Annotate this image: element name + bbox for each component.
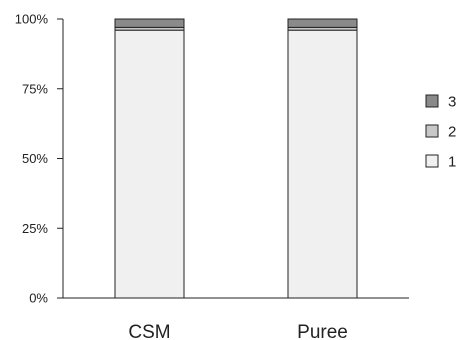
legend-swatch-1: [425, 154, 439, 168]
legend-label-2: 2: [448, 124, 456, 141]
bar-segment-csm-series-3: [114, 18, 185, 28]
y-tick-label: 0%: [29, 291, 48, 306]
legend-swatch-3: [425, 94, 439, 108]
y-tick-label: 25%: [22, 221, 48, 236]
x-category-label: CSM: [128, 322, 170, 340]
legend: 3 2 1: [425, 94, 456, 171]
y-tick-label: 50%: [22, 151, 48, 166]
legend-label-3: 3: [448, 94, 456, 111]
x-category-label: Puree: [297, 322, 348, 340]
bar-segment-csm-series-1: [114, 29, 185, 299]
x-axis-labels: CSM Puree: [128, 322, 347, 340]
y-axis-ticks: 0% 25% 50% 75% 100%: [15, 12, 63, 306]
y-tick-label: 100%: [15, 12, 49, 27]
bar-segment-puree-series-1: [287, 29, 358, 299]
y-tick-label: 75%: [22, 81, 48, 96]
legend-swatch-2: [425, 124, 439, 138]
bars-group: [114, 18, 358, 299]
legend-label-1: 1: [448, 154, 456, 171]
bar-segment-puree-series-3: [287, 18, 358, 28]
